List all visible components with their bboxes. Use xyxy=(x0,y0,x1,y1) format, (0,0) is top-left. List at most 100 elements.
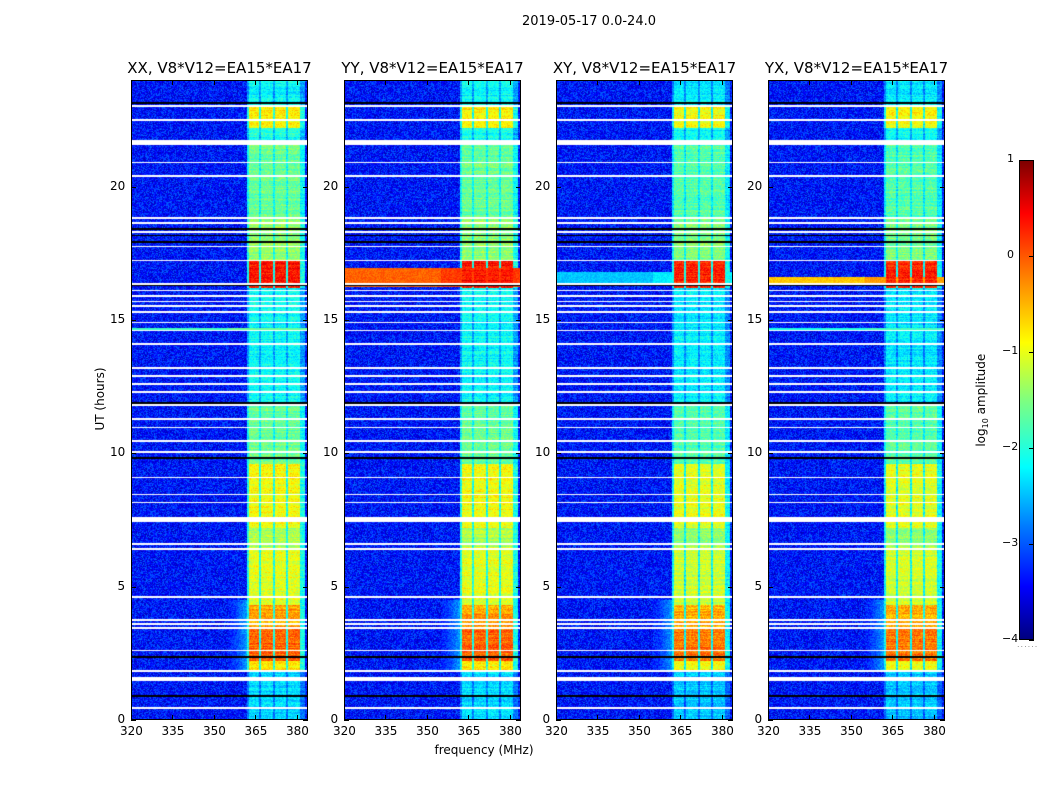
x-tick-label: 380 xyxy=(710,724,734,738)
colorbar-tick xyxy=(1029,544,1034,545)
y-tick-label: 10 xyxy=(747,445,763,460)
y-tick-label: 15 xyxy=(110,312,126,326)
colorbar-tick xyxy=(1029,256,1034,257)
colorbar-tick-label: −4 xyxy=(1002,632,1019,645)
colorbar-tick-label: −3 xyxy=(1002,536,1019,549)
x-tick xyxy=(468,715,470,720)
x-tick xyxy=(509,715,511,720)
x-tick-label: 365 xyxy=(244,724,268,738)
colorbar-tick xyxy=(1029,160,1034,161)
heatmap-image xyxy=(556,80,733,720)
y-tick xyxy=(344,586,349,588)
y-tick-label: 0 xyxy=(117,712,126,726)
x-tick xyxy=(426,80,428,85)
y-tick xyxy=(768,453,773,455)
colorbar-tick-label: 1 xyxy=(1007,152,1014,165)
y-tick xyxy=(940,453,945,455)
x-tick xyxy=(892,80,894,85)
y-tick xyxy=(728,186,733,188)
y-tick xyxy=(940,320,945,321)
y-tick xyxy=(516,320,521,321)
y-tick-label: 0 xyxy=(330,712,339,726)
y-tick xyxy=(131,186,136,188)
y-tick xyxy=(556,320,561,321)
x-tick xyxy=(768,715,769,720)
y-tick xyxy=(131,453,136,455)
y-tick-label: 20 xyxy=(110,178,126,193)
colorbar-tick xyxy=(1029,352,1034,353)
axes-frame xyxy=(556,80,733,720)
x-tick-label: 335 xyxy=(798,724,822,738)
y-axis-label: UT (hours) xyxy=(93,367,107,431)
x-tick-label: 335 xyxy=(161,724,185,738)
x-tick xyxy=(850,715,852,720)
y-tick xyxy=(344,186,349,188)
x-tick xyxy=(809,80,811,85)
x-tick-label: 335 xyxy=(374,724,398,738)
y-tick xyxy=(768,586,773,588)
x-tick xyxy=(131,80,132,85)
y-tick xyxy=(131,320,136,321)
y-tick xyxy=(344,720,349,721)
x-tick xyxy=(344,80,345,85)
y-tick-label: 15 xyxy=(323,312,339,326)
y-tick xyxy=(131,586,136,588)
heatmap-image xyxy=(131,80,308,720)
x-tick xyxy=(556,715,557,720)
y-tick xyxy=(556,186,561,188)
x-tick xyxy=(768,80,769,85)
heatmap-panel-3 xyxy=(768,80,945,721)
y-tick-label: 10 xyxy=(535,445,551,460)
x-tick-label: 365 xyxy=(457,724,481,738)
colorbar xyxy=(1019,160,1034,640)
x-tick xyxy=(468,80,470,85)
x-tick xyxy=(255,80,257,85)
y-tick-label: 10 xyxy=(110,445,126,460)
y-tick xyxy=(556,720,561,721)
y-tick-label: 15 xyxy=(747,312,763,326)
heatmap-image xyxy=(768,80,945,720)
x-tick-label: 320 xyxy=(333,724,356,738)
x-tick xyxy=(680,80,682,85)
y-tick-label: 0 xyxy=(754,712,763,726)
axes-frame xyxy=(768,80,945,720)
y-tick xyxy=(728,320,733,321)
x-tick xyxy=(172,80,174,85)
colorbar-tick-label: −2 xyxy=(1002,440,1019,453)
x-tick xyxy=(213,80,215,85)
x-tick xyxy=(255,715,257,720)
y-tick-label: 20 xyxy=(323,178,339,193)
heatmap-panel-1 xyxy=(344,80,521,721)
x-tick xyxy=(638,715,640,720)
y-tick xyxy=(516,720,521,721)
axes-frame xyxy=(344,80,521,720)
x-tick xyxy=(344,715,345,720)
x-tick xyxy=(597,715,599,720)
y-tick-label: 5 xyxy=(542,578,551,593)
heatmap-panel-2 xyxy=(556,80,733,721)
y-tick xyxy=(303,586,308,588)
x-tick xyxy=(213,715,215,720)
colorbar-tick-label: −1 xyxy=(1002,344,1019,357)
x-tick xyxy=(933,80,935,85)
x-tick xyxy=(296,80,298,85)
y-tick xyxy=(728,720,733,721)
y-tick xyxy=(556,453,561,455)
y-tick xyxy=(131,720,136,721)
x-tick xyxy=(680,715,682,720)
x-tick xyxy=(509,80,511,85)
y-tick xyxy=(303,720,308,721)
figure-title: 2019-05-17 0.0-24.0 xyxy=(522,14,656,29)
x-tick-label: 380 xyxy=(498,724,522,738)
x-tick xyxy=(809,715,811,720)
y-tick-label: 20 xyxy=(747,178,763,193)
x-tick xyxy=(597,80,599,85)
y-tick-label: 15 xyxy=(535,312,551,326)
panel-title: XX, V8*V12=EA15*EA17 xyxy=(127,59,312,77)
y-tick xyxy=(940,586,945,588)
y-tick-label: 5 xyxy=(754,578,763,593)
y-tick xyxy=(728,453,733,455)
x-tick-label: 320 xyxy=(545,724,568,738)
x-tick-label: 350 xyxy=(839,724,863,738)
x-tick-label: 380 xyxy=(922,724,946,738)
